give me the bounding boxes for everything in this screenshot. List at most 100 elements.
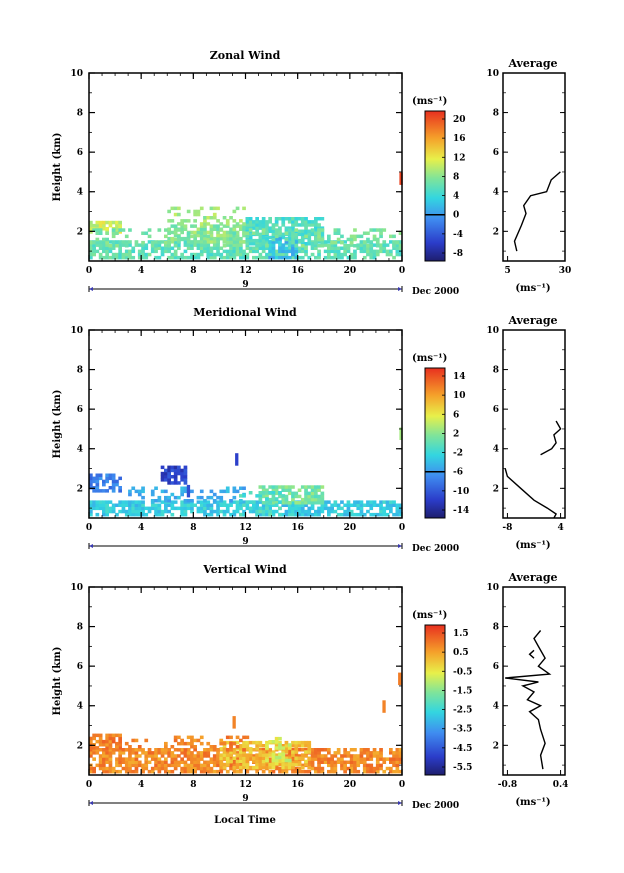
heatmap-cell (274, 762, 279, 766)
heatmap-cell (287, 762, 292, 767)
heatmap-cell (173, 481, 178, 485)
heatmap-cell (219, 495, 224, 500)
colorbar-tick-label: -1.5 (453, 686, 472, 696)
heatmap-cell (229, 748, 233, 752)
heatmap-cell (216, 509, 220, 514)
heatmap-cell (248, 491, 253, 495)
heatmap-cell (320, 491, 325, 496)
heatmap-cell (144, 757, 149, 761)
heatmap-cell (164, 741, 168, 746)
heatmap-cell (183, 471, 188, 476)
colorbar-tick-label: 10 (453, 391, 466, 401)
heatmap-cell (239, 255, 243, 260)
heatmap-cell (245, 500, 250, 504)
heatmap-cell (362, 244, 367, 248)
heatmap-cell (239, 769, 243, 774)
heatmap-cell (300, 249, 305, 254)
heatmap-cell (258, 759, 263, 764)
heatmap-cell (320, 509, 325, 514)
heatmap-cell (252, 756, 256, 760)
heatmap-cell (314, 754, 318, 758)
heatmap-cell (307, 740, 312, 745)
heatmap-cell (320, 501, 325, 505)
heatmap-cell (398, 512, 403, 517)
heatmap-cell (199, 236, 204, 241)
heatmap-cell (239, 747, 243, 751)
heatmap-cell (164, 468, 168, 473)
heatmap-cell (95, 228, 100, 232)
colorbar-tick-label: 20 (453, 115, 466, 125)
heatmap-cell (186, 735, 191, 740)
heatmap-cell (333, 249, 338, 254)
heatmap-cell (164, 249, 168, 254)
heatmap-cell (203, 760, 207, 764)
heatmap-cell (287, 220, 292, 224)
heatmap-cell (180, 748, 184, 752)
heatmap-cell (314, 246, 318, 250)
heatmap-cell (225, 769, 230, 774)
heatmap-cell (395, 512, 400, 517)
heatmap-cell (252, 503, 256, 507)
heatmap-cell (359, 243, 364, 247)
heatmap-cell (160, 475, 165, 479)
heatmap-cell (362, 240, 367, 245)
heatmap-cell (180, 500, 184, 504)
heatmap-cell (398, 240, 403, 244)
heatmap-cell (105, 512, 109, 517)
heatmap-cell (212, 492, 217, 497)
heatmap-cell (320, 760, 325, 764)
heatmap-cell (98, 489, 103, 493)
heatmap-cell (209, 489, 214, 494)
heatmap-cell (333, 754, 338, 758)
heatmap-cell (314, 494, 318, 499)
heatmap-cell (89, 503, 93, 507)
heatmap-cell (167, 763, 171, 768)
heatmap-cell (304, 754, 308, 758)
heatmap-cell (385, 766, 390, 771)
heatmap-cell (173, 766, 178, 771)
profile-frame (502, 329, 566, 519)
heatmap-cell (333, 760, 338, 764)
heatmap-cell (193, 255, 197, 260)
heatmap-cell (278, 740, 282, 745)
heatmap-cell (294, 750, 299, 754)
heatmap-cell (271, 755, 276, 760)
heatmap-cell (398, 503, 403, 507)
heatmap-cell (167, 209, 171, 214)
colorbar-tick-label: -3.5 (453, 725, 472, 735)
heatmap-cell (212, 757, 217, 761)
heatmap-cell (349, 512, 354, 517)
heatmap-cell (137, 509, 142, 514)
heatmap-cell (209, 509, 214, 514)
heatmap-cell (209, 766, 214, 771)
heatmap-cell (173, 255, 178, 260)
heatmap-cell (98, 503, 103, 507)
heatmap-cell (216, 757, 220, 761)
heatmap-cell (115, 733, 119, 738)
heatmap-cell (111, 473, 116, 477)
heatmap-cell (111, 751, 116, 755)
profile-line (505, 630, 552, 770)
heatmap-cell (134, 512, 139, 517)
heatmap-cell (89, 227, 93, 231)
heatmap-cell (294, 220, 299, 224)
heatmap-cell (115, 479, 119, 484)
heatmap-cell (164, 243, 168, 247)
heatmap-cell (108, 240, 113, 244)
heatmap-cell (108, 476, 113, 481)
heatmap-cell (219, 499, 224, 503)
heatmap-cell (173, 249, 178, 254)
heatmap-cell (255, 769, 259, 774)
heatmap-cell (395, 246, 400, 250)
heatmap-cell (108, 244, 113, 248)
heatmap-cell (111, 506, 116, 511)
heatmap-cell (180, 252, 184, 257)
heatmap-cell (173, 465, 178, 470)
heatmap-cell (284, 512, 289, 517)
heatmap-cell (134, 240, 139, 244)
heatmap-cell (320, 497, 325, 502)
heatmap-cell (317, 760, 321, 764)
heatmap-cell (362, 503, 367, 507)
heatmap-cell (173, 240, 178, 244)
heatmap-cell (297, 249, 302, 254)
